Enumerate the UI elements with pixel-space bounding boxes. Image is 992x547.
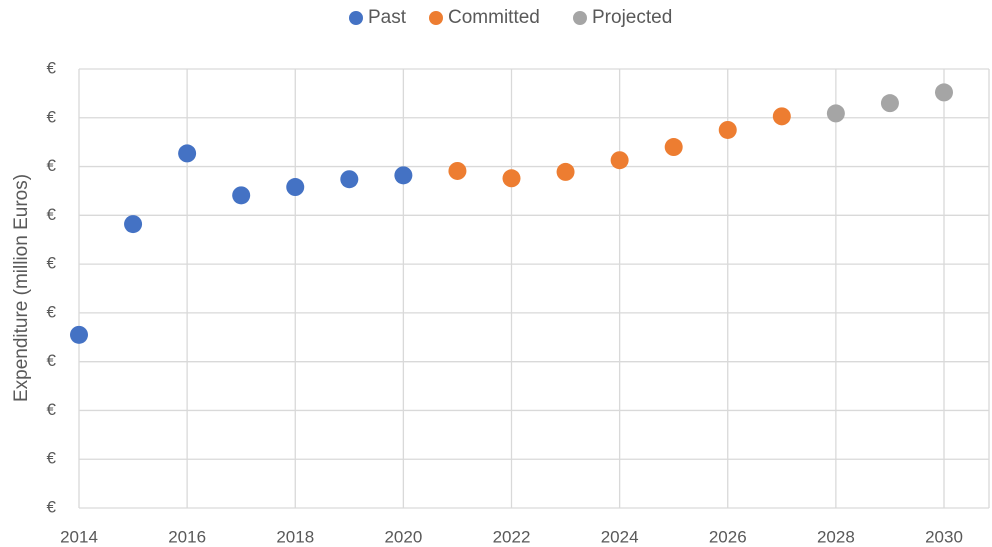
legend-marker	[349, 11, 363, 25]
y-tick-label: €	[47, 351, 57, 370]
point	[232, 186, 251, 205]
legend-label: Past	[368, 7, 407, 28]
point	[70, 325, 88, 344]
x-tick-label: 2016	[168, 527, 206, 546]
y-tick-label: €	[47, 449, 57, 468]
y-tick-label: €	[47, 302, 57, 321]
point	[935, 83, 953, 102]
x-tick-label: 2014	[60, 527, 98, 546]
legend-marker	[573, 11, 587, 25]
x-tick-label: 2020	[384, 527, 422, 546]
point	[556, 162, 575, 181]
point	[124, 215, 143, 234]
point	[718, 120, 737, 139]
legend-label: Projected	[592, 7, 672, 28]
legend-label: Committed	[448, 7, 540, 28]
x-tick-label: 2030	[925, 527, 963, 546]
y-tick-label: €	[47, 205, 57, 224]
point	[340, 170, 359, 189]
y-tick-label: €	[47, 497, 57, 516]
legend-marker	[429, 11, 443, 25]
point	[502, 169, 521, 188]
y-axis-label: Expenditure (million Euros)	[11, 174, 32, 402]
point	[394, 166, 413, 185]
point	[448, 161, 467, 180]
point	[286, 178, 305, 197]
x-tick-label: 2018	[276, 527, 314, 546]
y-tick-label: €	[47, 156, 57, 175]
x-tick-label: 2022	[493, 527, 531, 546]
y-tick-label: €	[47, 254, 57, 273]
point	[880, 94, 899, 113]
point	[610, 151, 629, 170]
x-tick-label: 2024	[601, 527, 639, 546]
y-tick-label: €	[47, 58, 57, 77]
point	[664, 138, 683, 157]
y-tick-label: €	[47, 400, 57, 419]
point	[826, 104, 845, 123]
point	[772, 107, 791, 126]
point	[178, 144, 197, 163]
y-tick-label: €	[47, 107, 57, 126]
x-tick-label: 2028	[817, 527, 855, 546]
x-tick-label: 2026	[709, 527, 747, 546]
